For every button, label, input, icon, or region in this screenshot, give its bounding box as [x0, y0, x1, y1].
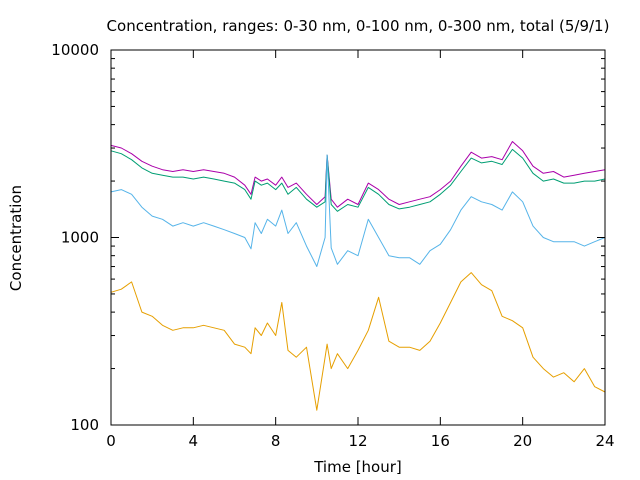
ticks-layer: 0 4 8 12 16 20 24 100 1000 10000 [51, 41, 614, 450]
series-line-3 [110, 154, 606, 267]
series-layer [110, 141, 606, 411]
x-tick-label: 8 [271, 432, 281, 450]
x-tick-label: 0 [106, 432, 116, 450]
x-axis-label: Time [hour] [313, 458, 402, 476]
plot-frame [110, 49, 606, 426]
series-line-2 [110, 148, 606, 212]
x-tick-label: 20 [513, 432, 532, 450]
x-tick-label: 4 [189, 432, 199, 450]
y-tick-label: 1000 [61, 229, 99, 247]
x-tick-label: 24 [595, 432, 614, 450]
x-tick-label: 12 [348, 432, 367, 450]
series-line-1 [110, 141, 606, 208]
y-tick-label: 100 [70, 416, 99, 434]
x-tick-label: 16 [431, 432, 450, 450]
chart-title: Concentration, ranges: 0-30 nm, 0-100 nm… [107, 17, 610, 35]
y-axis-label: Concentration [7, 185, 25, 291]
series-line-4 [110, 272, 606, 411]
y-tick-label: 10000 [51, 41, 99, 59]
